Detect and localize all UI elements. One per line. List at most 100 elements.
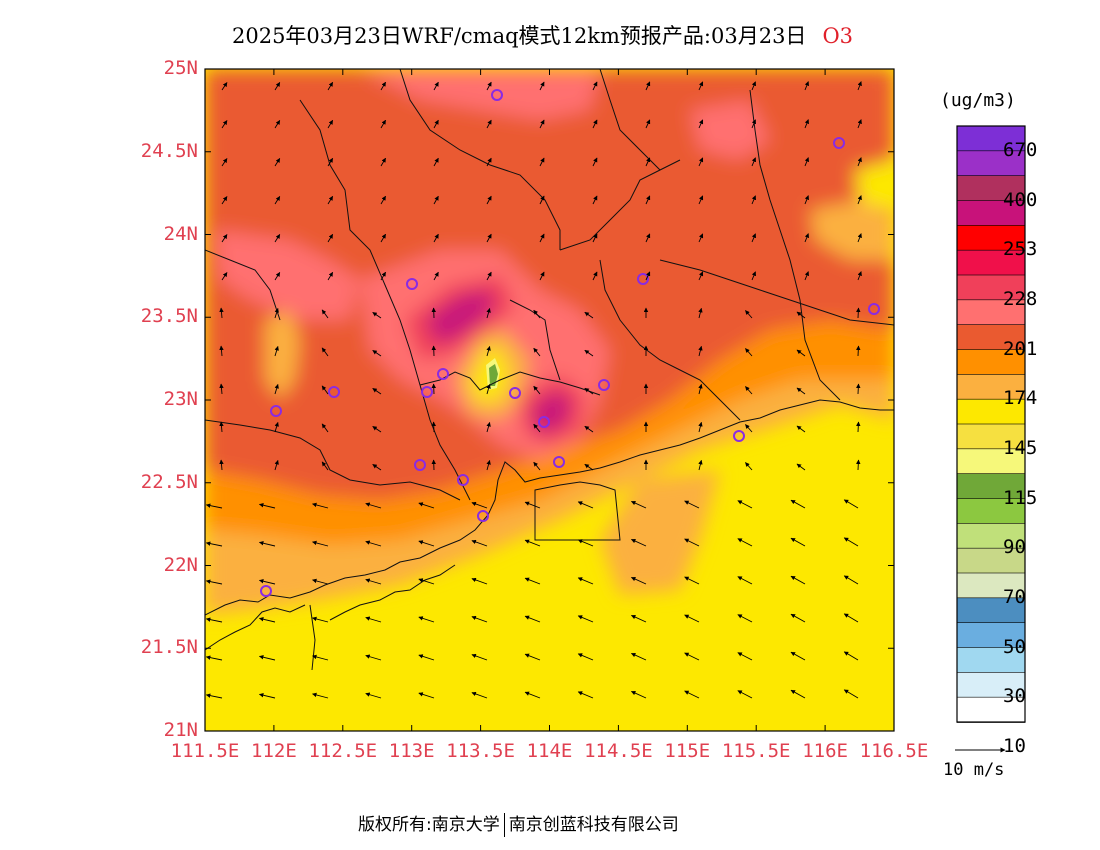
wind-arrow — [790, 651, 806, 661]
station-marker — [491, 89, 503, 101]
copyright-right: 南京创蓝科技有限公司 — [508, 815, 679, 835]
wind-arrow — [804, 157, 809, 167]
wind-vectors — [205, 81, 862, 699]
title-text: 2025年03月23日WRF/cmaq模式12km预报产品:03月23日 — [231, 24, 807, 48]
wind-arrow — [737, 538, 753, 547]
station-marker — [598, 379, 610, 391]
wind-arrow — [471, 539, 488, 547]
station-marker — [553, 456, 565, 468]
wind-arrow — [274, 421, 279, 433]
wind-arrow — [486, 271, 492, 281]
wind-arrow — [205, 503, 223, 509]
wind-arrow — [205, 541, 223, 547]
legend-swatch — [956, 324, 1026, 351]
wind-arrow — [539, 157, 545, 167]
wind-arrow — [219, 307, 224, 319]
wind-arrow — [327, 119, 334, 129]
monitoring-stations — [260, 89, 880, 597]
station-marker — [868, 303, 880, 315]
wind-arrow — [737, 614, 753, 623]
map-title: 2025年03月23日WRF/cmaq模式12km预报产品:03月23日 O3 — [0, 20, 1085, 50]
wind-arrow — [418, 502, 435, 509]
lat-tick-label: 21.5N — [140, 636, 198, 659]
wind-arrow — [698, 421, 703, 433]
wind-arrow — [433, 233, 439, 243]
wind-arrow — [751, 233, 756, 243]
wind-arrow — [737, 652, 753, 661]
lat-tick-label: 25N — [163, 57, 198, 79]
wind-arrow — [796, 463, 806, 471]
legend-label: 70 — [1003, 585, 1026, 608]
lat-tick-label: 22.5N — [140, 470, 198, 493]
wind-arrow — [471, 653, 488, 661]
wind-arrow — [380, 81, 386, 91]
wind-arrow — [365, 692, 382, 699]
wind-arrow — [684, 500, 700, 509]
wind-arrow — [630, 652, 647, 661]
wind-arrow — [433, 195, 439, 205]
wind-arrow — [380, 119, 386, 129]
wind-arrow — [327, 195, 334, 205]
wind-arrow — [274, 272, 281, 281]
legend-label: 201 — [1003, 337, 1038, 360]
legend-swatch — [956, 398, 1026, 425]
lat-tick-label: 24N — [163, 222, 198, 245]
wind-arrow — [486, 233, 492, 243]
legend-label: 30 — [1003, 685, 1026, 708]
wind-arrow — [433, 271, 439, 281]
wind-arrow — [843, 537, 859, 547]
wind-arrow — [857, 119, 862, 129]
wind-arrow — [205, 693, 223, 699]
wind-arrow — [221, 82, 228, 91]
wind-arrow — [737, 576, 753, 585]
wind-arrow — [592, 271, 598, 281]
wind-arrow — [524, 501, 541, 509]
wind-arrow — [312, 502, 329, 509]
station-marker — [509, 387, 521, 399]
wind-arrow — [365, 502, 382, 509]
wind-arrow — [790, 613, 806, 623]
wind-arrow — [856, 383, 861, 395]
wind-arrow — [274, 234, 281, 243]
lon-tick-label: 116E — [802, 740, 848, 762]
wind-arrow — [524, 539, 541, 547]
wind-arrow — [684, 576, 700, 585]
lon-tick-label: 114E — [526, 740, 573, 762]
wind-arrow — [312, 616, 329, 623]
wind-arrow — [486, 345, 491, 357]
legend-label: 228 — [1003, 287, 1038, 310]
legend-label: 253 — [1003, 238, 1038, 261]
species-label: O3 — [822, 24, 854, 48]
wind-arrow — [380, 233, 386, 243]
wind-arrow — [274, 158, 281, 167]
station-marker — [833, 137, 845, 149]
wind-arrow — [321, 385, 329, 395]
wind-arrow — [524, 653, 541, 661]
wind-arrow — [327, 233, 334, 243]
wind-arrow — [486, 421, 491, 433]
copyright-left: 版权所有:南京大学 — [358, 815, 500, 835]
wind-arrow — [372, 464, 382, 471]
wind-arrow — [221, 272, 228, 281]
wind-arrow — [645, 195, 651, 205]
station-marker — [477, 510, 489, 522]
wind-arrow — [698, 383, 703, 395]
wind-arrow — [684, 614, 700, 623]
wind-arrow — [418, 654, 435, 661]
legend-swatch — [956, 125, 1026, 152]
wind-arrow — [433, 81, 439, 91]
wind-arrow — [857, 81, 862, 91]
wind-arrow — [592, 157, 598, 167]
station-marker — [457, 474, 469, 486]
wind-arrow — [219, 421, 224, 433]
wind-arrow — [630, 500, 647, 509]
wind-arrow — [372, 388, 382, 395]
wind-arrow — [471, 577, 488, 585]
wind-arrow — [796, 387, 806, 395]
station-marker — [538, 416, 550, 428]
wind-arrow — [843, 575, 859, 585]
wind-arrow — [380, 157, 386, 167]
wind-arrow — [365, 540, 382, 547]
wind-arrow — [645, 119, 651, 129]
